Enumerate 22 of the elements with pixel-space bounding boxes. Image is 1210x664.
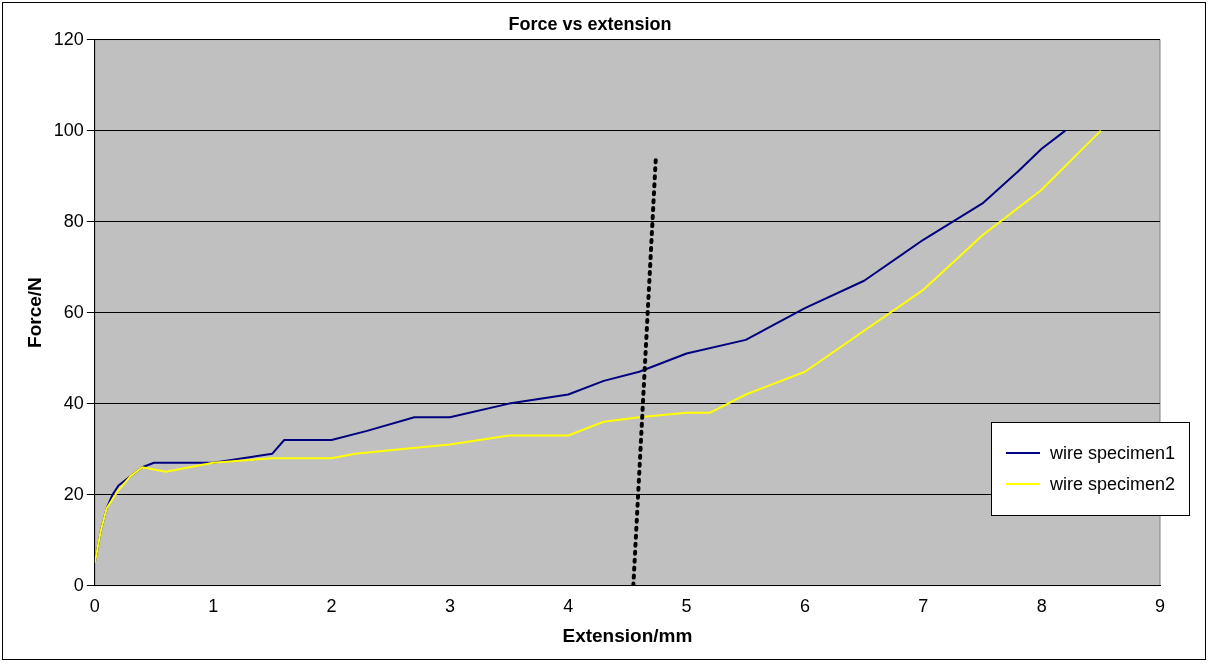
y-tick-label: 40 (63, 392, 84, 413)
x-tick-label: 2 (326, 596, 337, 617)
x-tick-label: 3 (444, 596, 455, 617)
legend-label: wire specimen1 (1050, 442, 1176, 464)
x-axis-title: Extension/mm (562, 624, 693, 646)
x-tick-label: 4 (563, 596, 574, 617)
x-tick-label: 6 (799, 596, 810, 617)
chart-title: Force vs extension (508, 13, 672, 34)
x-tick-label: 1 (208, 596, 219, 617)
x-tick-label: 8 (1036, 596, 1047, 617)
x-tick-label: 5 (681, 596, 692, 617)
y-tick-label: 100 (53, 119, 84, 140)
x-tick-label: 7 (918, 596, 929, 617)
y-tick-label: 60 (63, 301, 84, 322)
legend-label: wire specimen2 (1050, 473, 1176, 495)
y-tick-label: 20 (63, 483, 84, 504)
y-tick-label: 120 (53, 28, 84, 49)
y-tick-label: 80 (63, 210, 84, 231)
x-tick-label: 9 (1154, 596, 1166, 617)
y-tick-label: 0 (73, 574, 84, 595)
y-axis-title: Force/N (23, 277, 45, 348)
x-tick-label: 0 (89, 596, 100, 617)
